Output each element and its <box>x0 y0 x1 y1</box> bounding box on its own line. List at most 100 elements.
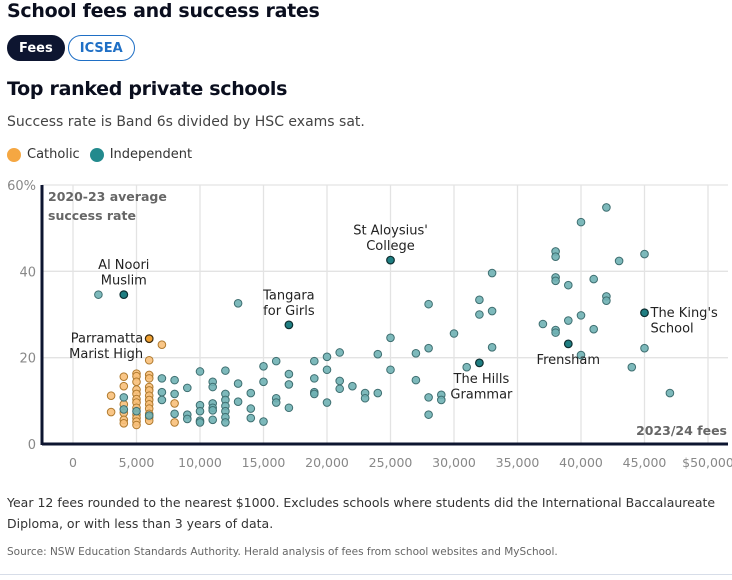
data-point-independent[interactable] <box>424 299 433 309</box>
data-point-independent[interactable] <box>437 395 446 405</box>
data-point-independent[interactable] <box>475 295 484 305</box>
data-point-independent[interactable] <box>208 406 217 415</box>
data-point-independent[interactable] <box>335 384 345 394</box>
data-point-independent[interactable] <box>551 328 560 337</box>
data-point-independent[interactable] <box>322 398 332 407</box>
data-point-catholic[interactable] <box>170 399 179 408</box>
data-point-independent[interactable] <box>449 329 459 338</box>
data-point-independent[interactable] <box>322 352 332 362</box>
data-point-independent[interactable] <box>195 367 205 376</box>
highlighted-school-point[interactable] <box>386 255 395 265</box>
data-point-independent[interactable] <box>386 333 395 343</box>
data-point-independent[interactable] <box>310 356 319 366</box>
data-point-independent[interactable] <box>221 418 230 427</box>
highlighted-school-point[interactable] <box>640 308 649 318</box>
data-point-independent[interactable] <box>551 276 560 286</box>
data-point-catholic[interactable] <box>132 377 141 387</box>
data-point-independent[interactable] <box>335 348 345 357</box>
data-point-independent[interactable] <box>208 415 217 425</box>
data-point-independent[interactable] <box>221 366 230 375</box>
data-point-independent[interactable] <box>183 414 192 424</box>
icsea-toggle-button[interactable]: ICSEA <box>67 35 135 61</box>
data-point-independent[interactable] <box>576 311 586 320</box>
data-point-independent[interactable] <box>564 280 573 290</box>
data-point-independent[interactable] <box>360 393 370 403</box>
data-point-independent[interactable] <box>284 403 294 413</box>
data-point-independent[interactable] <box>246 404 256 413</box>
data-point-catholic[interactable] <box>106 407 116 417</box>
data-point-independent[interactable] <box>348 381 357 391</box>
data-point-independent[interactable] <box>119 405 129 414</box>
data-point-independent[interactable] <box>94 290 103 299</box>
data-point-independent[interactable] <box>233 298 243 308</box>
data-point-independent[interactable] <box>627 362 637 372</box>
data-point-independent[interactable] <box>322 365 332 375</box>
data-point-independent[interactable] <box>487 306 497 316</box>
data-point-independent[interactable] <box>589 324 599 334</box>
data-point-independent[interactable] <box>665 388 675 398</box>
highlighted-school-point[interactable] <box>563 339 573 349</box>
data-point-independent[interactable] <box>487 268 497 278</box>
data-point-independent[interactable] <box>271 356 281 366</box>
data-point-independent[interactable] <box>259 377 268 387</box>
data-point-catholic[interactable] <box>144 355 154 365</box>
data-point-independent[interactable] <box>640 249 649 259</box>
data-point-independent[interactable] <box>640 343 649 353</box>
data-point-catholic[interactable] <box>170 418 179 427</box>
data-point-independent[interactable] <box>373 349 383 359</box>
data-point-independent[interactable] <box>602 203 611 212</box>
data-point-independent[interactable] <box>157 374 167 383</box>
data-point-independent[interactable] <box>576 217 586 227</box>
highlighted-school-point[interactable] <box>119 290 129 300</box>
data-point-catholic[interactable] <box>157 340 167 350</box>
data-point-independent[interactable] <box>614 256 624 266</box>
data-point-independent[interactable] <box>411 349 421 358</box>
data-point-independent[interactable] <box>246 413 256 423</box>
highlighted-school-point[interactable] <box>144 334 154 344</box>
data-point-independent[interactable] <box>310 374 319 383</box>
data-point-independent[interactable] <box>284 380 294 389</box>
data-point-independent[interactable] <box>602 296 611 305</box>
data-point-independent[interactable] <box>271 398 281 407</box>
data-point-independent[interactable] <box>589 274 599 284</box>
data-point-independent[interactable] <box>386 365 395 375</box>
data-point-independent[interactable] <box>310 389 319 399</box>
data-point-catholic[interactable] <box>106 391 116 400</box>
data-point-catholic[interactable] <box>119 418 129 428</box>
data-point-catholic[interactable] <box>119 381 129 391</box>
data-point-independent[interactable] <box>335 376 345 386</box>
data-point-independent[interactable] <box>157 395 167 405</box>
data-point-independent[interactable] <box>144 411 154 420</box>
data-point-independent[interactable] <box>538 319 548 329</box>
data-point-independent[interactable] <box>170 409 179 419</box>
data-point-independent[interactable] <box>411 375 421 385</box>
data-point-independent[interactable] <box>246 388 256 398</box>
data-point-independent[interactable] <box>259 417 268 426</box>
data-point-independent[interactable] <box>208 382 217 392</box>
data-point-independent[interactable] <box>119 393 129 402</box>
data-point-independent[interactable] <box>170 375 179 385</box>
highlighted-school-point[interactable] <box>284 320 294 330</box>
data-point-independent[interactable] <box>576 350 586 360</box>
data-point-independent[interactable] <box>462 362 472 372</box>
data-point-catholic[interactable] <box>119 372 129 381</box>
data-point-independent[interactable] <box>195 406 205 416</box>
fees-toggle-button[interactable]: Fees <box>7 35 65 61</box>
data-point-catholic[interactable] <box>144 374 154 383</box>
data-point-independent[interactable] <box>424 343 433 353</box>
data-point-independent[interactable] <box>259 362 268 371</box>
data-point-independent[interactable] <box>157 387 167 397</box>
highlighted-school-point[interactable] <box>475 358 484 368</box>
data-point-independent[interactable] <box>233 379 243 388</box>
data-point-independent[interactable] <box>284 369 294 379</box>
data-point-independent[interactable] <box>233 397 243 406</box>
data-point-independent[interactable] <box>183 383 192 393</box>
data-point-independent[interactable] <box>373 388 383 398</box>
data-point-independent[interactable] <box>170 389 179 399</box>
data-point-independent[interactable] <box>475 310 484 319</box>
data-point-independent[interactable] <box>551 252 560 261</box>
data-point-catholic[interactable] <box>132 420 141 430</box>
data-point-independent[interactable] <box>487 343 497 352</box>
data-point-independent[interactable] <box>424 393 433 402</box>
data-point-independent[interactable] <box>195 418 205 427</box>
